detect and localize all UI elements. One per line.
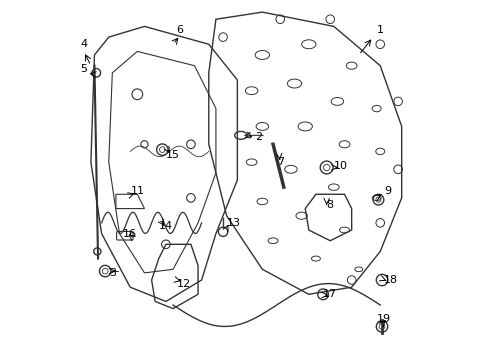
Text: 18: 18 bbox=[383, 275, 397, 285]
Text: 2: 2 bbox=[255, 132, 262, 142]
Text: 7: 7 bbox=[276, 157, 283, 167]
Text: 17: 17 bbox=[323, 289, 337, 299]
Text: 11: 11 bbox=[130, 186, 144, 196]
Text: 10: 10 bbox=[333, 161, 347, 171]
Text: 8: 8 bbox=[326, 200, 333, 210]
Text: 1: 1 bbox=[376, 25, 383, 35]
Text: 3: 3 bbox=[109, 268, 116, 278]
Text: 19: 19 bbox=[376, 314, 390, 324]
Text: 9: 9 bbox=[383, 186, 390, 196]
Text: 15: 15 bbox=[166, 150, 180, 160]
Text: 14: 14 bbox=[159, 221, 173, 231]
Text: 4: 4 bbox=[80, 39, 87, 49]
Text: 6: 6 bbox=[176, 25, 183, 35]
Text: 13: 13 bbox=[226, 218, 240, 228]
Text: 5: 5 bbox=[80, 64, 87, 74]
Text: 16: 16 bbox=[123, 229, 137, 239]
Text: 12: 12 bbox=[176, 279, 190, 289]
